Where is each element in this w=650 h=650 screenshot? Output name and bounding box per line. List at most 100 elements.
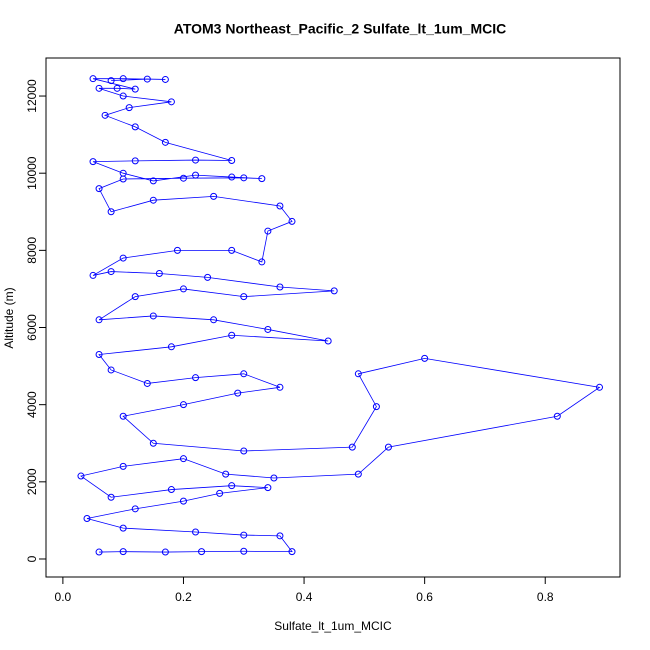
data-point <box>222 470 230 478</box>
data-point <box>131 85 139 93</box>
data-point <box>167 98 175 106</box>
data-point <box>149 439 157 447</box>
data-point <box>119 75 127 83</box>
data-point <box>119 254 127 262</box>
data-point <box>143 75 151 83</box>
data-point <box>179 285 187 293</box>
data-point <box>77 472 85 480</box>
data-point <box>216 489 224 497</box>
data-point <box>119 92 127 100</box>
data-point <box>198 548 206 556</box>
data-point <box>192 528 200 536</box>
data-point <box>240 174 248 182</box>
data-point <box>107 493 115 501</box>
data-point <box>149 177 157 185</box>
data-point <box>421 354 429 362</box>
data-point <box>179 174 187 182</box>
data-point <box>119 548 127 556</box>
data-point <box>107 208 115 216</box>
data-point <box>276 283 284 291</box>
data-point <box>288 217 296 225</box>
data-point <box>324 337 332 345</box>
data-point <box>240 531 248 539</box>
data-point <box>131 157 139 165</box>
data-point <box>149 196 157 204</box>
data-point <box>95 84 103 92</box>
data-point <box>125 104 133 112</box>
data-point <box>161 138 169 146</box>
data-point <box>330 287 338 295</box>
data-point <box>119 412 127 420</box>
chart-title: ATOM3 Northeast_Pacific_2 Sulfate_lt_1um… <box>174 21 506 37</box>
data-point <box>228 173 236 181</box>
y-tick-label: 2000 <box>25 468 39 495</box>
data-point <box>119 524 127 532</box>
data-point <box>161 548 169 556</box>
data-point <box>240 293 248 301</box>
x-tick-label: 0.8 <box>537 590 554 604</box>
data-point <box>167 486 175 494</box>
data-line <box>80 78 601 553</box>
data-point <box>276 532 284 540</box>
data-point <box>179 455 187 463</box>
data-point <box>107 77 115 85</box>
data-point <box>354 370 362 378</box>
data-point <box>234 389 242 397</box>
y-axis-label: Altitude (m) <box>2 287 16 348</box>
data-point <box>276 383 284 391</box>
data-point <box>372 403 380 411</box>
data-point <box>270 474 278 482</box>
data-point <box>258 175 266 183</box>
data-point <box>131 505 139 513</box>
data-point <box>113 84 121 92</box>
data-point <box>179 401 187 409</box>
y-tick-label: 0 <box>25 555 39 562</box>
data-point <box>83 514 91 522</box>
data-point <box>264 325 272 333</box>
data-point <box>161 75 169 83</box>
data-point <box>107 366 115 374</box>
data-point <box>204 273 212 281</box>
data-point <box>89 271 97 279</box>
y-tick-label: 6000 <box>25 314 39 341</box>
data-point <box>210 316 218 324</box>
y-tick-label: 12000 <box>25 79 39 113</box>
data-point <box>95 548 103 556</box>
data-point <box>264 484 272 492</box>
y-tick-label: 4000 <box>25 391 39 418</box>
data-point <box>210 192 218 200</box>
data-point <box>354 470 362 478</box>
data-point <box>596 383 603 391</box>
y-tick-label: 10000 <box>25 156 39 190</box>
data-point <box>119 462 127 470</box>
plot-frame <box>45 57 621 578</box>
y-tick-label: 8000 <box>25 237 39 264</box>
x-axis-label: Sulfate_lt_1um_MCIC <box>274 619 392 633</box>
data-point <box>131 123 139 131</box>
data-point <box>348 443 356 451</box>
data-point <box>167 343 175 351</box>
data-point <box>264 227 272 235</box>
x-tick-label: 0.2 <box>175 590 192 604</box>
data-point <box>155 270 163 278</box>
x-tick-label: 0.6 <box>416 590 433 604</box>
data-point <box>276 202 284 210</box>
data-point <box>228 246 236 254</box>
data-point <box>258 258 266 266</box>
data-point <box>149 312 157 320</box>
data-point <box>107 268 115 276</box>
data-point <box>192 374 200 382</box>
data-point <box>228 482 236 490</box>
data-point <box>192 156 200 164</box>
data-point <box>179 497 187 505</box>
data-point <box>89 158 97 166</box>
data-point <box>240 547 248 555</box>
data-point <box>192 171 200 179</box>
data-point <box>173 246 181 254</box>
data-point <box>384 443 392 451</box>
data-point <box>131 293 139 301</box>
data-point <box>553 412 561 420</box>
data-point <box>288 548 296 556</box>
